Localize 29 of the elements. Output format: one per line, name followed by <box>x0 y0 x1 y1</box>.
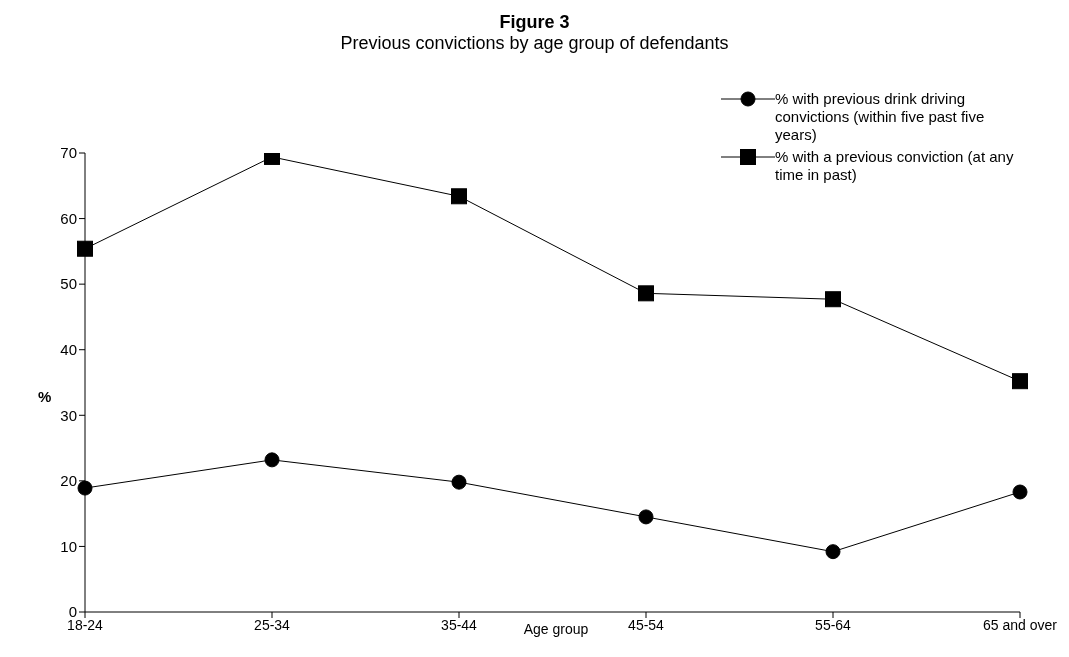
point <box>638 509 654 525</box>
x-tick-label: 25-34 <box>254 616 291 633</box>
point <box>77 240 93 257</box>
chart-title: Figure 3 <box>498 12 571 33</box>
point <box>1012 373 1028 390</box>
legend-label: % with a previous conviction (at any time in past) <box>775 148 1015 184</box>
x-axis-title: Age group <box>522 621 590 637</box>
point <box>264 452 280 468</box>
y-tick-label: 30 <box>60 406 77 424</box>
point <box>451 188 467 205</box>
x-tick-label: 35-44 <box>441 616 478 633</box>
point <box>638 285 654 302</box>
y-tick-label: 50 <box>60 275 77 293</box>
point <box>451 474 467 490</box>
point <box>825 291 841 308</box>
point <box>77 480 93 496</box>
x-tick-label: 45-54 <box>628 616 665 633</box>
y-tick-label: 40 <box>60 341 77 359</box>
point <box>1012 484 1028 500</box>
x-tick-label: 55-64 <box>815 616 852 633</box>
y-tick-label: 20 <box>60 472 77 490</box>
point <box>825 544 841 560</box>
legend-label: % with previous drink driving convictions (within five past five years) <box>775 90 986 144</box>
y-tick-label: 60 <box>60 209 77 227</box>
chart-subtitle: Previous convictions by age group of defendants <box>339 33 730 54</box>
y-tick-label: 70 <box>60 144 77 162</box>
y-axis-title: % <box>38 388 52 405</box>
x-tick-label: 65 and over <box>983 616 1058 633</box>
y-tick-label: 10 <box>60 537 77 555</box>
